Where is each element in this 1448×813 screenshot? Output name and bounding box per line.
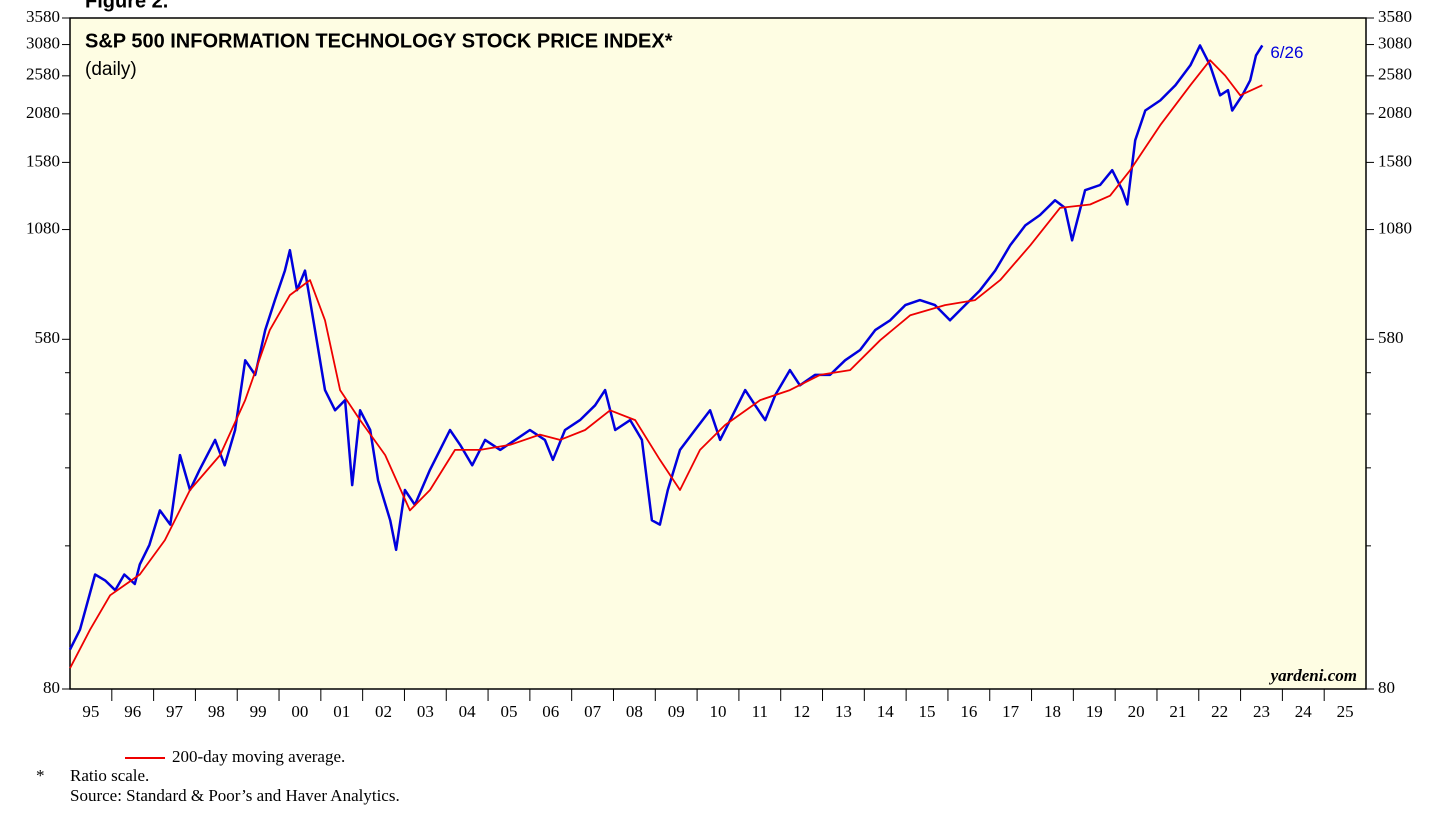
x-tick-label: 95: [82, 702, 99, 721]
y-tick-label: 1580: [1378, 151, 1412, 170]
y-tick-label: 3580: [1378, 7, 1412, 26]
x-tick-label: 02: [375, 702, 392, 721]
chart-title: S&P 500 INFORMATION TECHNOLOGY STOCK PRI…: [85, 30, 673, 52]
x-tick-label: 19: [1086, 702, 1103, 721]
x-tick-label: 21: [1169, 702, 1186, 721]
x-tick-label: 07: [584, 702, 602, 721]
y-tick-label: 580: [35, 328, 61, 347]
x-tick-label: 03: [417, 702, 434, 721]
x-tick-label: 10: [710, 702, 727, 721]
footnote: Ratio scale.: [70, 766, 149, 785]
x-tick-label: 18: [1044, 702, 1061, 721]
watermark: yardeni.com: [1269, 666, 1357, 685]
x-tick-label: 04: [459, 702, 477, 721]
series-line: [69, 59, 1263, 669]
x-tick-label: 96: [124, 702, 141, 721]
x-tick-label: 01: [333, 702, 350, 721]
y-tick-label: 1080: [1378, 218, 1412, 237]
figure-label: Figure 2.: [85, 0, 168, 12]
legend-entry: 200-day moving average.: [172, 747, 345, 766]
x-tick-label: 16: [960, 702, 977, 721]
x-tick-label: 97: [166, 702, 184, 721]
end-annotation: 6/26: [1270, 43, 1303, 62]
source-note: Source: Standard & Poor’s and Haver Anal…: [70, 786, 400, 805]
x-tick-label: 13: [835, 702, 852, 721]
x-tick-label: 14: [877, 702, 895, 721]
y-tick-label: 2080: [26, 103, 60, 122]
plot-area: [69, 17, 1367, 690]
y-tick-label: 1080: [26, 218, 60, 237]
x-tick-label: 12: [793, 702, 810, 721]
y-tick-label: 80: [1378, 678, 1395, 697]
chart-subtitle: (daily): [85, 59, 137, 80]
footnote-marker: *: [36, 766, 45, 785]
x-tick-label: 23: [1253, 702, 1270, 721]
x-tick-label: 06: [542, 702, 559, 721]
y-tick-label: 80: [43, 678, 60, 697]
x-tick-label: 09: [668, 702, 685, 721]
y-tick-label: 2080: [1378, 103, 1412, 122]
x-tick-label: 17: [1002, 702, 1020, 721]
y-tick-label: 3080: [26, 33, 60, 52]
x-tick-label: 24: [1295, 702, 1313, 721]
x-tick-label: 20: [1128, 702, 1145, 721]
y-tick-label: 2580: [26, 65, 60, 84]
x-tick-label: 15: [919, 702, 936, 721]
y-tick-label: 3580: [26, 7, 60, 26]
x-tick-label: 98: [208, 702, 225, 721]
x-tick-label: 08: [626, 702, 643, 721]
x-tick-label: 11: [752, 702, 768, 721]
x-tick-label: 05: [500, 702, 517, 721]
y-tick-label: 3080: [1378, 33, 1412, 52]
series-line: [68, 44, 1264, 651]
x-tick-label: 99: [250, 702, 267, 721]
y-tick-label: 2580: [1378, 65, 1412, 84]
x-tick-label: 00: [291, 702, 308, 721]
y-tick-label: 580: [1378, 328, 1404, 347]
y-tick-label: 1580: [26, 151, 60, 170]
x-tick-label: 25: [1337, 702, 1354, 721]
x-tick-label: 22: [1211, 702, 1228, 721]
